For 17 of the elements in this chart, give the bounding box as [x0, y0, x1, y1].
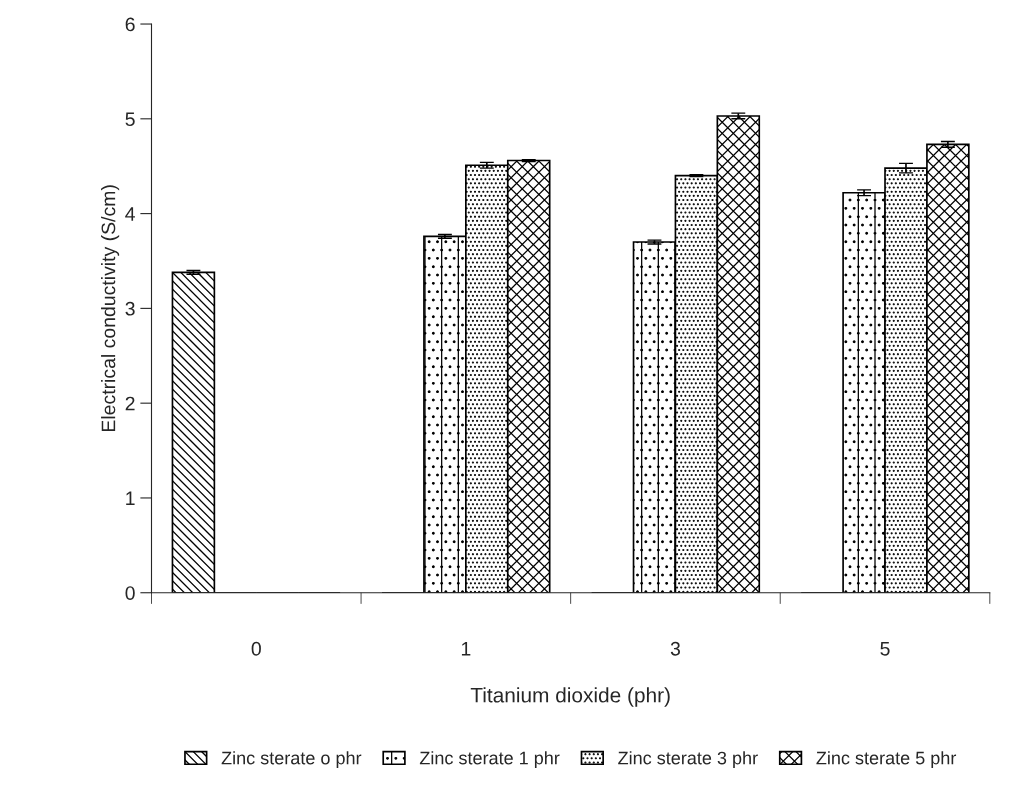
- y-tick-label: 5: [125, 112, 135, 127]
- legend-label: Zinc sterate o phr: [221, 751, 362, 768]
- x-tick-label: 5: [880, 642, 890, 656]
- y-tick-label: 3: [125, 301, 135, 316]
- y-tick-label: 1: [126, 491, 135, 505]
- legend-label: Zinc sterate 1 phr: [419, 751, 560, 768]
- x-tick-label: 1: [461, 642, 471, 656]
- x-axis-title: Titanium dioxide (phr): [470, 687, 670, 707]
- y-axis-title: Electrical conductivity (S/cm): [101, 185, 120, 432]
- legend-label: Zinc sterate 5 phr: [816, 751, 957, 768]
- y-tick-label: 4: [125, 207, 135, 221]
- y-tick-label: 6: [125, 17, 135, 32]
- y-tick-label: 2: [125, 396, 135, 411]
- legend-label: Zinc sterate 3 phr: [618, 751, 758, 768]
- x-tick-label: 0: [251, 641, 261, 656]
- x-tick-label: 3: [670, 641, 680, 656]
- y-tick-label: 0: [125, 586, 135, 600]
